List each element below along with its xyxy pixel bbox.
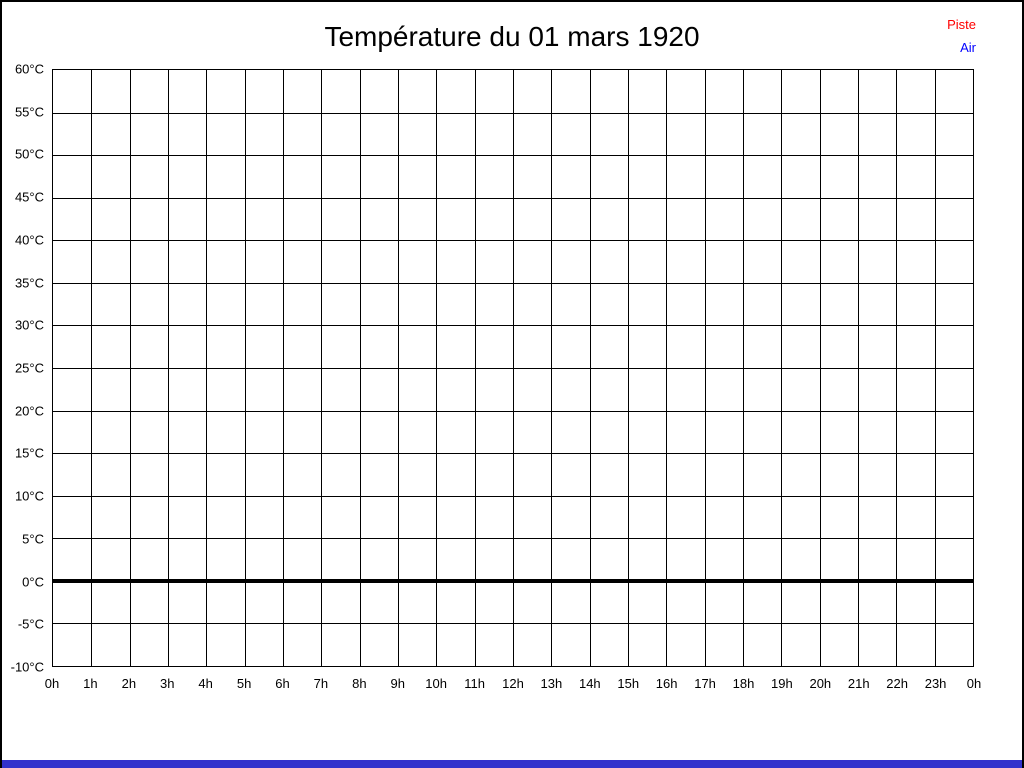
grid-line-v <box>283 70 284 666</box>
y-tick-label: 10°C <box>14 488 44 504</box>
x-tick-label: 0h <box>44 676 60 691</box>
grid-line-v <box>436 70 438 666</box>
grid-line-v <box>666 70 668 666</box>
x-tick-label: 14h <box>578 676 601 691</box>
y-tick-label: 35°C <box>14 275 44 291</box>
x-tick-label: 2h <box>121 676 137 691</box>
grid-line-v <box>398 70 399 666</box>
x-tick-label: 22h <box>886 676 909 691</box>
grid-line-v <box>858 70 859 666</box>
y-tick-label: 50°C <box>14 146 44 162</box>
x-tick-label: 10h <box>425 676 448 691</box>
y-tick-label: 40°C <box>14 232 44 248</box>
x-tick-label: 23h <box>924 676 947 691</box>
grid-line-v <box>474 70 476 666</box>
x-tick-label: 0h <box>966 676 982 691</box>
grid-line-v <box>321 70 323 666</box>
legend-item: Air <box>960 40 976 55</box>
chart-title: Température du 01 mars 1920 <box>324 21 700 52</box>
y-tick-label: 20°C <box>14 403 44 419</box>
x-axis-labels: 0h 1h 2h 3h 4h 5h 6h 7h 8h 9h 10h 11h 12h 13h 14h 15h 16… <box>45 676 981 696</box>
x-tick-label: 16h <box>655 676 678 691</box>
y-tick-label: 55°C <box>14 104 44 120</box>
y-axis-labels: 60°C 55°C 50°C 45°C 40°C 35°C 30°C 25°C 20°C 15°C… <box>2 62 48 675</box>
x-tick-label: 5h <box>236 676 252 691</box>
grid-line-v <box>896 70 898 666</box>
y-tick-label: -10°C <box>10 659 44 675</box>
x-tick-label: 17h <box>694 676 716 691</box>
x-tick-label: 9h <box>390 676 405 691</box>
grid-line-v <box>704 70 706 666</box>
x-tick-label: 20h <box>809 676 832 691</box>
x-tick-label: 3h <box>160 676 175 691</box>
x-tick-label: 7h <box>313 676 329 691</box>
grid-line-v <box>206 70 208 666</box>
grid-line-v <box>551 70 553 666</box>
grid-line-v <box>781 70 783 666</box>
x-tick-label: 13h <box>540 676 563 691</box>
grid-line-v <box>244 70 246 666</box>
grid-line-v <box>359 70 361 666</box>
legend-item: Piste <box>947 17 976 32</box>
x-tick-label: 21h <box>847 676 870 691</box>
x-tick-label: 12h <box>502 676 524 691</box>
y-tick-label: 5°C <box>22 531 44 547</box>
x-tick-label: 15h <box>617 676 640 691</box>
grid-line-v <box>743 70 744 666</box>
y-tick-label: 15°C <box>14 445 44 461</box>
x-tick-label: 8h <box>352 676 367 691</box>
plot-area <box>52 69 974 667</box>
y-tick-label: 25°C <box>14 360 44 376</box>
grid-line-v <box>129 70 131 666</box>
grid-line-v <box>819 70 821 666</box>
grid-line-v <box>168 70 169 666</box>
x-tick-label: 18h <box>732 676 755 691</box>
grid-line-v <box>934 70 936 666</box>
y-tick-label: 45°C <box>14 189 44 205</box>
x-tick-label: 1h <box>83 676 98 691</box>
grid-line-v <box>513 70 514 666</box>
grid-line-v <box>628 70 629 666</box>
y-tick-label: 30°C <box>14 317 44 333</box>
y-tick-label: 0°C <box>22 574 44 590</box>
y-tick-label: -5°C <box>17 616 44 632</box>
y-tick-label: 60°C <box>14 61 44 77</box>
x-tick-label: 6h <box>275 676 290 691</box>
grid-line-v <box>91 70 93 666</box>
x-tick-label: 19h <box>771 676 793 691</box>
grid-line-v <box>589 70 591 666</box>
x-tick-label: 4h <box>198 676 213 691</box>
bottom-bar <box>2 760 1022 768</box>
x-tick-label: 11h <box>464 676 485 691</box>
legend: Piste Air <box>947 13 976 59</box>
